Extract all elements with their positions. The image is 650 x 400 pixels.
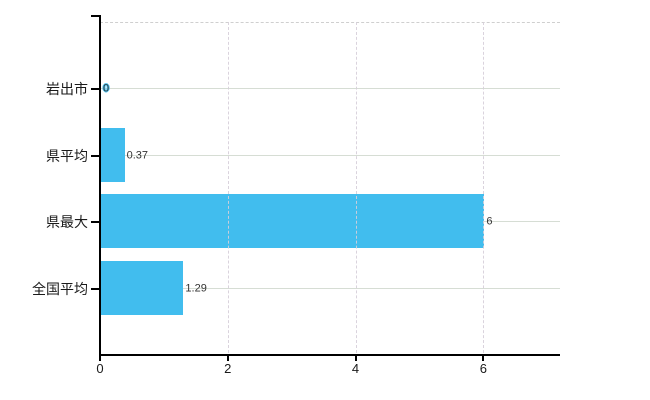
y-tick-県平均: [91, 154, 100, 157]
x-tick-label-0: 0: [96, 361, 104, 376]
value-label-県平均: 0.37: [126, 149, 149, 161]
bar-県平均: [101, 127, 125, 182]
y-axis-line: [99, 15, 101, 356]
bar-全国平均: [101, 260, 184, 315]
x-tick-6: [482, 356, 485, 361]
vgridline-4: [355, 22, 357, 353]
x-tick-2: [226, 356, 229, 361]
y-tick-全国平均: [91, 287, 100, 290]
y-tick-岩出市: [91, 88, 100, 90]
vgridline-6: [483, 22, 485, 353]
category-label-岩出市: 岩出市: [46, 81, 88, 97]
hgridline: [100, 154, 560, 156]
plot-top-border: [100, 22, 560, 23]
hgridline: [100, 88, 560, 89]
vgridline-2: [227, 22, 229, 353]
category-label-県平均: 県平均: [46, 147, 88, 164]
bar-県最大: [101, 194, 485, 248]
x-tick-4: [354, 356, 357, 361]
value-label-岩出市: 0: [103, 82, 110, 95]
value-label-全国平均: 1.29: [185, 282, 207, 294]
value-label-県最大: 6: [486, 215, 493, 228]
y-tick-県最大: [91, 221, 100, 223]
x-tick-label-2: 2: [224, 361, 232, 376]
x-tick-0: [99, 356, 101, 361]
hgridline: [100, 287, 560, 289]
y-axis-top-tick: [91, 15, 100, 17]
category-label-全国平均: 全国平均: [32, 280, 88, 297]
category-label-県最大: 県最大: [46, 214, 88, 230]
x-tick-label-6: 6: [479, 361, 487, 376]
x-tick-label-4: 4: [351, 361, 360, 376]
x-axis-line: [99, 354, 560, 356]
